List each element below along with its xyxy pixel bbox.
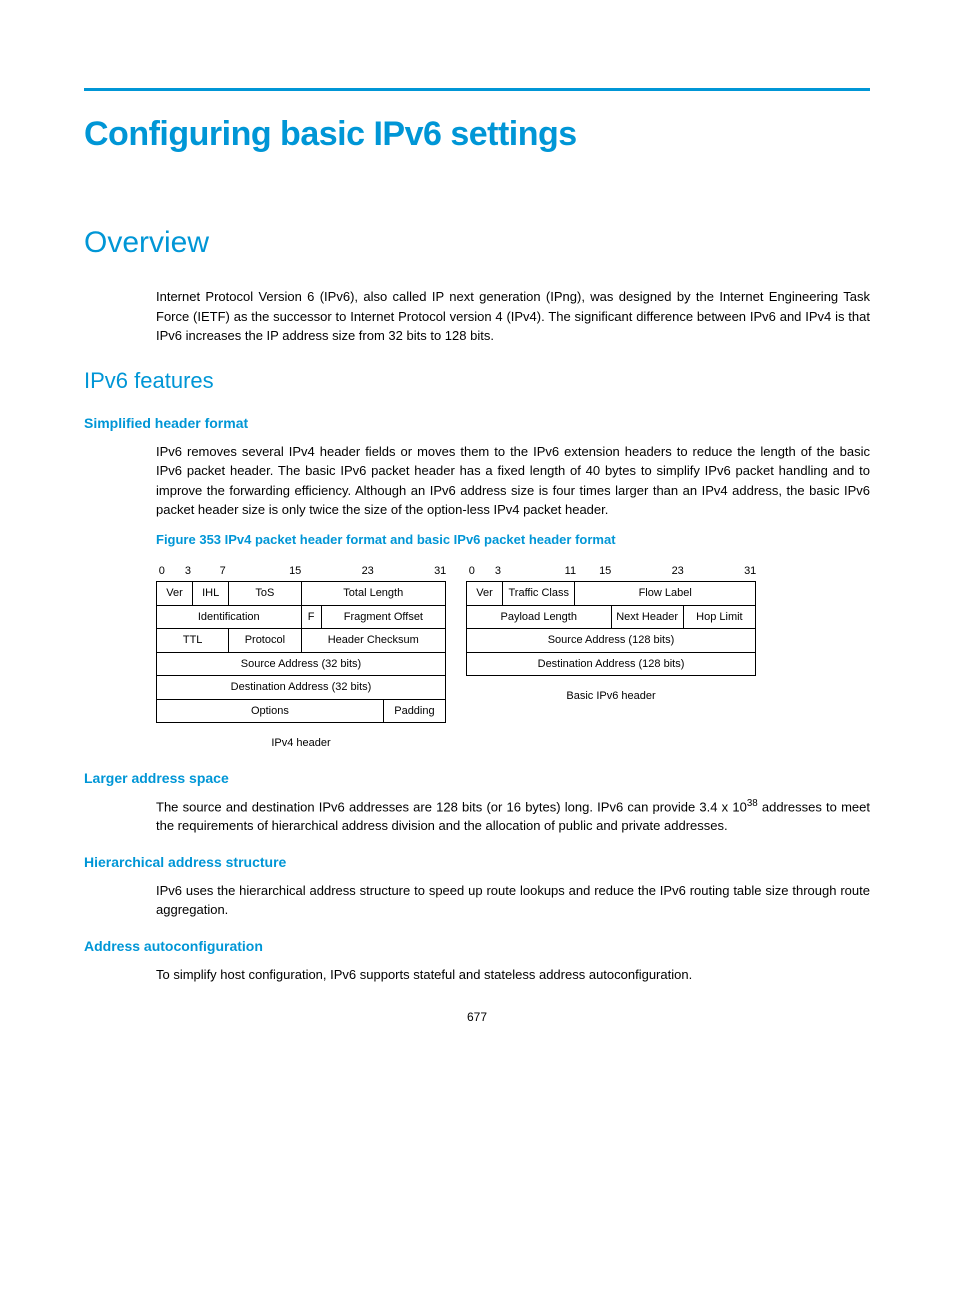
ipv4-src: Source Address (32 bits) [157, 652, 446, 676]
bit-ruler-tick: 11 [565, 563, 576, 580]
bit-ruler-tick: 7 [220, 563, 226, 580]
overview-heading: Overview [84, 220, 870, 265]
ipv4-dst: Destination Address (32 bits) [157, 676, 446, 700]
ipv6-nh: Next Header [611, 605, 683, 629]
bit-ruler-tick: 31 [744, 563, 756, 580]
ipv4-header-table: Ver IHL ToS Total Length Identification … [156, 581, 446, 723]
packet-header-diagram: 0 3 7 15 23 31 Ver IHL ToS Total Length Ident… [156, 563, 870, 752]
autoconf-heading: Address autoconfiguration [84, 936, 870, 957]
ipv6-hop: Hop Limit [683, 605, 755, 629]
bit-ruler-tick: 23 [362, 563, 374, 580]
page-title: Configuring basic IPv6 settings [84, 109, 870, 160]
ipv4-header-block: 0 3 7 15 23 31 Ver IHL ToS Total Length Ident… [156, 563, 446, 752]
ipv4-ver: Ver [157, 582, 193, 606]
ipv4-ttl: TTL [157, 629, 229, 653]
hierarchical-heading: Hierarchical address structure [84, 852, 870, 873]
ipv4-header-label: IPv4 header [156, 735, 446, 752]
bit-ruler-tick: 15 [289, 563, 301, 580]
ipv4-flags: F [301, 605, 321, 629]
ipv6-header-block: 0 3 11 15 23 31 Ver Traffic Class Flow Label … [466, 563, 756, 752]
top-rule [84, 88, 870, 91]
ipv4-proto: Protocol [229, 629, 301, 653]
ipv4-ident: Identification [157, 605, 302, 629]
ipv6-src: Source Address (128 bits) [467, 629, 756, 653]
bit-ruler-tick: 0 [159, 563, 165, 580]
bit-ruler-tick: 23 [672, 563, 684, 580]
simplified-paragraph: IPv6 removes several IPv4 header fields … [156, 442, 870, 520]
larger-heading: Larger address space [84, 768, 870, 789]
larger-para-a: The source and destination IPv6 addresse… [156, 799, 747, 814]
features-heading: IPv6 features [84, 364, 870, 397]
ipv4-totlen: Total Length [301, 582, 446, 606]
larger-paragraph: The source and destination IPv6 addresse… [156, 797, 870, 836]
overview-paragraph: Internet Protocol Version 6 (IPv6), also… [156, 287, 870, 346]
bit-ruler-tick: 3 [495, 563, 501, 580]
bit-ruler-tick: 15 [599, 563, 611, 580]
ipv4-padding: Padding [383, 699, 445, 723]
ipv4-fragoff: Fragment Offset [321, 605, 445, 629]
ipv6-bit-ruler: 0 3 11 15 23 31 [466, 563, 756, 579]
hierarchical-paragraph: IPv6 uses the hierarchical address struc… [156, 881, 870, 920]
ipv6-header-table: Ver Traffic Class Flow Label Payload Len… [466, 581, 756, 676]
ipv4-opts: Options [157, 699, 384, 723]
page-number: 677 [84, 1008, 870, 1026]
ipv6-ver: Ver [467, 582, 503, 606]
bit-ruler-tick: 0 [469, 563, 475, 580]
ipv6-header-label: Basic IPv6 header [466, 688, 756, 705]
ipv6-flow: Flow Label [575, 582, 756, 606]
bit-ruler-tick: 31 [434, 563, 446, 580]
larger-para-exp: 38 [747, 798, 758, 809]
simplified-heading: Simplified header format [84, 413, 870, 434]
ipv4-ihl: IHL [193, 582, 229, 606]
ipv4-bit-ruler: 0 3 7 15 23 31 [156, 563, 446, 579]
ipv4-cksum: Header Checksum [301, 629, 446, 653]
ipv6-dst: Destination Address (128 bits) [467, 652, 756, 676]
ipv6-paylen: Payload Length [467, 605, 612, 629]
bit-ruler-tick: 3 [185, 563, 191, 580]
ipv4-tos: ToS [229, 582, 301, 606]
ipv6-tc: Traffic Class [503, 582, 575, 606]
figure-caption: Figure 353 IPv4 packet header format and… [156, 530, 870, 550]
autoconf-paragraph: To simplify host configuration, IPv6 sup… [156, 965, 870, 985]
